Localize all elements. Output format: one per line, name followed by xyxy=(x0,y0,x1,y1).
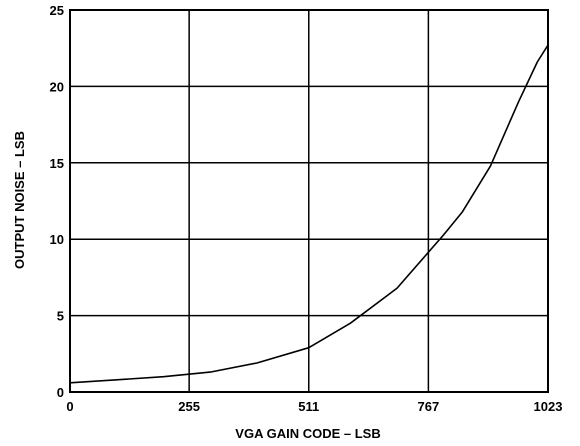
y-tick-label-2: 10 xyxy=(50,232,64,247)
y-tick-label-4: 20 xyxy=(50,79,64,94)
grid xyxy=(69,9,549,393)
y-tick-labels: 0 5 10 15 20 25 xyxy=(50,3,64,400)
y-axis-label: OUTPUT NOISE – LSB xyxy=(12,131,27,269)
plot-frame xyxy=(69,9,549,393)
x-tick-label-4: 1023 xyxy=(534,399,563,414)
y-tick-label-1: 5 xyxy=(57,309,64,324)
x-tick-label-0: 0 xyxy=(66,399,73,414)
x-axis-label: VGA GAIN CODE – LSB xyxy=(235,426,380,441)
y-tick-label-0: 0 xyxy=(57,385,64,400)
x-tick-label-2: 511 xyxy=(298,399,319,414)
x-tick-label-3: 767 xyxy=(418,399,440,414)
y-tick-label-3: 15 xyxy=(50,156,64,171)
y-tick-label-5: 25 xyxy=(50,3,64,18)
x-tick-label-1: 255 xyxy=(178,399,200,414)
x-tick-labels: 0 255 511 767 1023 xyxy=(66,399,562,414)
series-line-0 xyxy=(69,44,549,384)
series-layer xyxy=(69,44,549,384)
